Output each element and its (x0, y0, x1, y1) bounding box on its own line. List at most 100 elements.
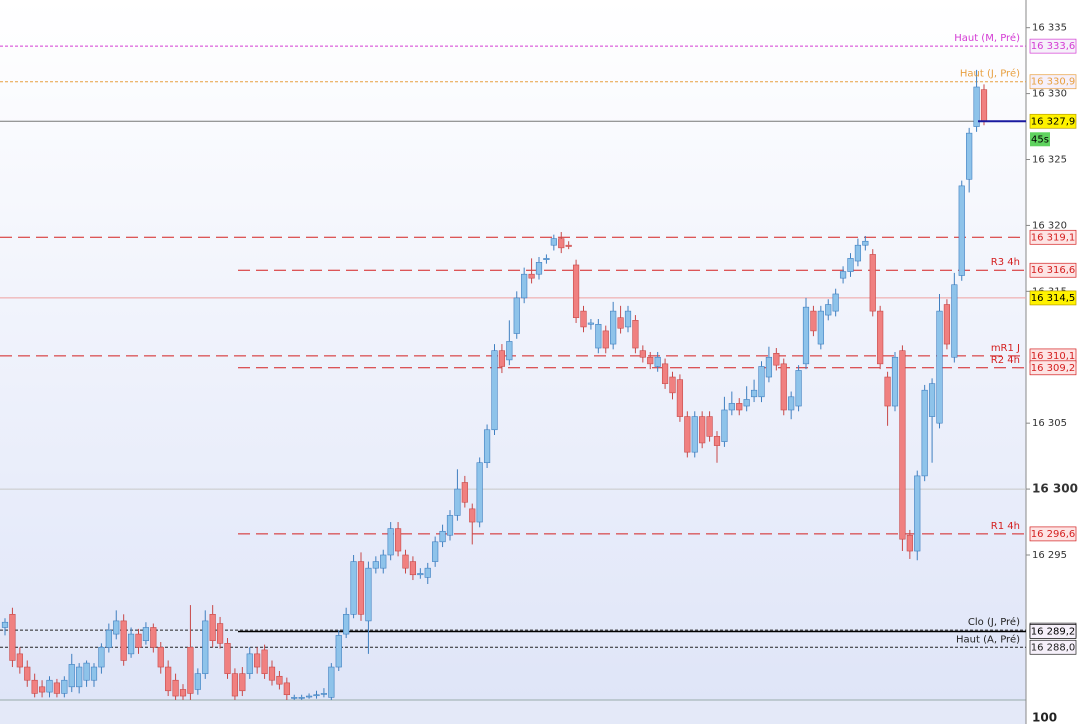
price-box (1029, 38, 1077, 54)
candle-body (409, 561, 417, 576)
price-box (1029, 624, 1077, 639)
candles (1, 69, 1026, 700)
candle-body (506, 341, 513, 361)
price-label: 16 330,9 (1031, 77, 1076, 88)
candle-body (476, 462, 483, 523)
candle-body (580, 310, 587, 328)
candle-body (788, 396, 795, 411)
candle-body (550, 238, 557, 246)
candle-body (765, 356, 773, 378)
candle-body (869, 254, 876, 312)
candle-body (862, 240, 869, 246)
candle-body (202, 620, 209, 674)
candle-body (943, 304, 951, 345)
candle-body (558, 238, 565, 249)
candle-body (483, 429, 491, 464)
candle-body (380, 554, 387, 569)
candle-body (298, 697, 305, 699)
candle-body (839, 271, 847, 279)
candle-body (61, 679, 68, 694)
candle-body (357, 561, 365, 615)
price-box (1029, 229, 1077, 245)
candle-body (9, 614, 16, 661)
price-box (1029, 526, 1077, 542)
candle-body (194, 673, 201, 690)
candle-body (209, 614, 216, 641)
candle-body (661, 363, 669, 384)
candle-body (31, 679, 38, 694)
candle-body (980, 89, 988, 122)
candle-body (966, 132, 973, 180)
candle-body (854, 244, 862, 262)
candle-body (521, 273, 528, 299)
candle-body (38, 686, 46, 693)
price-box (1029, 113, 1077, 129)
candle-body (402, 554, 409, 569)
candle-body (283, 682, 290, 696)
candle-body (647, 356, 654, 365)
candle-body (24, 666, 31, 681)
price-box (1029, 74, 1077, 90)
candle-body (350, 561, 357, 615)
candle-body (721, 409, 728, 442)
candle-body (654, 356, 661, 367)
candle-body (432, 541, 439, 562)
y-tick-label: 16 300 (1032, 482, 1078, 496)
price-label: 16 296,6 (1031, 529, 1076, 540)
candle-body (313, 694, 320, 697)
plot-background (0, 0, 1026, 700)
candle-body (639, 350, 646, 358)
candle-body (461, 482, 468, 503)
candle-body (120, 620, 127, 661)
candle-body (1, 621, 9, 628)
y-tick-label: 16 320 (1032, 220, 1067, 231)
candle-body (572, 264, 580, 319)
candle-body (98, 646, 105, 668)
candle-body (706, 416, 713, 437)
candle-body (239, 673, 246, 692)
candle-body (76, 666, 83, 688)
candle-body (328, 666, 335, 698)
candle-body (684, 416, 691, 453)
candle-body (951, 284, 958, 358)
level-name: R2 4h (991, 355, 1020, 366)
candle-body (387, 528, 394, 556)
candle-body (150, 627, 157, 648)
candle-body (847, 258, 854, 272)
candle-body (543, 258, 550, 260)
price-label: 16 288,0 (1031, 642, 1076, 653)
candle-body (914, 475, 921, 552)
level-name: Haut (J, Pré) (960, 68, 1020, 80)
level-name: R3 4h (991, 257, 1020, 268)
price-box (1029, 360, 1077, 376)
candle-body (343, 614, 350, 635)
y-tick-label: 16 325 (1032, 155, 1067, 166)
candle-body (877, 310, 884, 365)
countdown-box (1030, 132, 1050, 147)
candle-body (372, 561, 379, 569)
candle-body (699, 416, 706, 444)
price-label: 16 314,5 (1031, 293, 1076, 304)
candle-body (825, 304, 832, 316)
candle-body (365, 567, 372, 622)
candle-body (469, 508, 476, 523)
candle-body (691, 416, 698, 453)
level-name: Haut (M, Pré) (954, 32, 1020, 44)
candle-body (335, 635, 342, 668)
candle-body (669, 376, 676, 394)
candle-body (884, 376, 891, 407)
countdown: 45s (1031, 134, 1049, 145)
level-name: Clo (J, Pré) (968, 616, 1020, 628)
lower-tick-label: 100 (1032, 711, 1057, 724)
candle-body (135, 633, 142, 648)
candle-body (899, 350, 906, 540)
candle-body (16, 653, 23, 668)
price-label: 16 327,9 (1031, 116, 1076, 127)
candle-body (928, 383, 936, 417)
candle-body (743, 399, 750, 407)
candle-body (802, 306, 810, 365)
candle-body (624, 310, 632, 328)
candle-body (610, 310, 617, 345)
